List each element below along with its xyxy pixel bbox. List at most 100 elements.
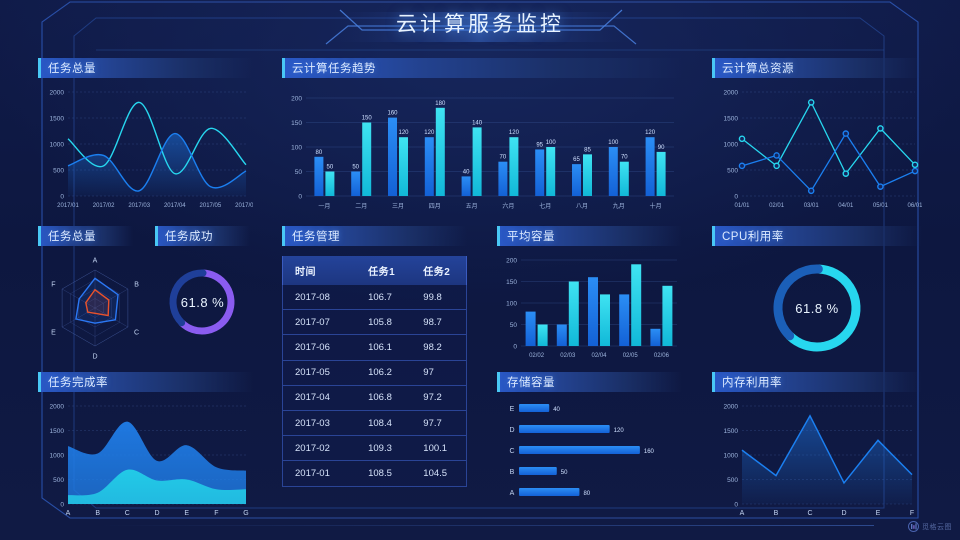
panel-header: 任务成功: [155, 226, 250, 246]
svg-text:2017/06: 2017/06: [235, 203, 253, 209]
table-row[interactable]: 2017-01 108.5 104.5: [282, 460, 468, 487]
panel-header: 任务总量: [38, 226, 133, 246]
table-row[interactable]: 2017-03 108.4 97.7: [282, 410, 468, 437]
panel-task-manage: 任务管理 时间 任务1 任务2 2017-08 106.7 99.8 2017-07 1…: [282, 226, 468, 487]
panel-task-success: 任务成功 61.8 %: [155, 226, 250, 366]
svg-text:100: 100: [546, 140, 557, 146]
svg-text:E: E: [184, 510, 189, 517]
table-row[interactable]: 2017-08 106.7 99.8: [282, 285, 468, 311]
chart-task-total-trend[interactable]: 0 500 1000 1500 2000 2017/01 2017/02 2017/03 201…: [38, 78, 258, 228]
svg-text:1500: 1500: [724, 116, 739, 123]
svg-text:500: 500: [53, 477, 64, 484]
svg-text:六月: 六月: [502, 202, 514, 210]
chart-task-success[interactable]: [155, 246, 250, 362]
svg-text:85: 85: [584, 147, 591, 153]
svg-text:03/01: 03/01: [804, 203, 820, 209]
svg-text:120: 120: [645, 130, 656, 136]
svg-text:0: 0: [298, 194, 302, 201]
cell-time: 2017-07: [282, 309, 357, 336]
column-header-time[interactable]: 时间: [282, 256, 357, 285]
watermark-logo-icon: [908, 521, 919, 532]
svg-text:100: 100: [506, 301, 517, 308]
svg-text:500: 500: [727, 477, 738, 484]
cell-task1: 109.3: [356, 435, 412, 462]
chart-cpu-usage[interactable]: [712, 246, 922, 374]
panel-header: 任务总量: [38, 58, 253, 78]
panel-body: 0 500 1000 1500 2000 2017/01 2017/02 2017/03 201…: [38, 78, 258, 233]
svg-text:1000: 1000: [724, 142, 739, 149]
panel-title: 任务总量: [48, 231, 96, 243]
cell-time: 2017-05: [282, 360, 357, 386]
panel-cpu-usage: CPU利用率 61.8 %: [712, 226, 922, 376]
svg-text:C: C: [509, 448, 514, 455]
svg-text:06/01: 06/01: [907, 203, 922, 209]
chart-cloud-task-trend[interactable]: 0 50 100 150 200 80 50 一月 50 150 二月 160 120 三月 120 180 四…: [282, 78, 682, 228]
table-row[interactable]: 2017-05 106.2 97: [282, 360, 468, 386]
svg-text:2017/05: 2017/05: [200, 203, 222, 209]
panel-storage-capacity: 存储容量 E 40 D 120 C 160 B 50 A 80: [497, 372, 682, 527]
panel-body: A B C D E F: [38, 246, 139, 371]
task-success-value: 61.8 %: [180, 295, 225, 310]
chart-memory-usage[interactable]: 0 500 1000 1500 2000 A B C D E F: [712, 392, 922, 532]
svg-text:B: B: [95, 510, 100, 517]
panel-title: 存储容量: [507, 377, 555, 389]
svg-text:95: 95: [536, 142, 543, 148]
svg-text:二月: 二月: [355, 203, 367, 210]
svg-text:四月: 四月: [429, 203, 441, 210]
svg-text:0: 0: [734, 194, 738, 201]
svg-text:150: 150: [362, 116, 373, 122]
svg-text:180: 180: [435, 101, 446, 107]
table-row[interactable]: 2017-04 106.8 97.2: [282, 385, 468, 411]
svg-text:50: 50: [327, 165, 334, 171]
svg-text:160: 160: [644, 449, 655, 455]
table-row[interactable]: 2017-06 106.1 98.2: [282, 334, 468, 361]
svg-text:500: 500: [727, 168, 738, 175]
panel-title: CPU利用率: [722, 231, 784, 243]
table-row[interactable]: 2017-07 105.8 98.7: [282, 309, 468, 336]
svg-text:2017/04: 2017/04: [164, 203, 186, 209]
column-header-task2[interactable]: 任务2: [411, 256, 468, 285]
svg-text:02/03: 02/03: [560, 353, 576, 359]
svg-text:50: 50: [295, 169, 303, 176]
table-row[interactable]: 2017-02 109.3 100.1: [282, 435, 468, 462]
svg-text:04/01: 04/01: [838, 203, 854, 209]
svg-text:E: E: [876, 510, 881, 517]
svg-text:65: 65: [573, 157, 580, 163]
chart-cloud-total-res[interactable]: 0 500 1000 1500 2000 01/01 02/01 03/01 04/01 05/0…: [712, 78, 924, 228]
cell-time: 2017-04: [282, 385, 357, 411]
svg-text:E: E: [51, 330, 56, 337]
cell-task2: 104.5: [411, 460, 468, 487]
svg-text:九月: 九月: [613, 202, 625, 210]
task-manage-table[interactable]: 时间 任务1 任务2 2017-08 106.7 99.8 2017-07 105.8 9…: [282, 256, 468, 487]
chart-avg-capacity[interactable]: 0 50 100 150 200 02/02 02/03 02/04 02/05 02/06: [497, 246, 682, 371]
cell-time: 2017-03: [282, 410, 357, 437]
chart-task-complete[interactable]: 0 500 1000 1500 2000 A B C D E F G: [38, 392, 253, 532]
svg-text:D: D: [841, 510, 846, 517]
column-header-task1[interactable]: 任务1: [356, 256, 412, 285]
svg-text:F: F: [214, 510, 218, 517]
svg-text:100: 100: [291, 145, 302, 152]
svg-text:三月: 三月: [392, 203, 404, 210]
svg-text:D: D: [154, 510, 159, 517]
chart-task-total-radar[interactable]: A B C D E F: [38, 246, 158, 366]
svg-text:120: 120: [614, 428, 625, 434]
svg-text:0: 0: [60, 502, 64, 509]
cell-time: 2017-02: [282, 435, 357, 462]
cell-task1: 106.2: [356, 360, 412, 386]
svg-text:0: 0: [513, 344, 517, 351]
chart-storage-capacity[interactable]: E 40 D 120 C 160 B 50 A 80: [497, 392, 682, 522]
cell-task1: 106.7: [356, 285, 412, 311]
panel-avg-capacity: 平均容量 0 50 100 150 200 02/02 02/03 02/04 02/05 02/…: [497, 226, 682, 376]
svg-text:200: 200: [291, 96, 302, 103]
svg-text:70: 70: [621, 155, 628, 161]
svg-text:十月: 十月: [650, 202, 662, 210]
cell-task1: 108.5: [356, 460, 412, 487]
table-body: 2017-08 106.7 99.8 2017-07 105.8 98.7 2017-06 1…: [282, 285, 468, 487]
panel-header: 存储容量: [497, 372, 682, 392]
svg-text:40: 40: [553, 407, 560, 413]
svg-text:1500: 1500: [724, 428, 739, 435]
cell-task1: 106.1: [356, 334, 412, 361]
svg-text:02/01: 02/01: [769, 203, 785, 209]
panel-title: 云计算总资源: [722, 63, 794, 75]
page-title: 云计算服务监控: [396, 13, 564, 36]
